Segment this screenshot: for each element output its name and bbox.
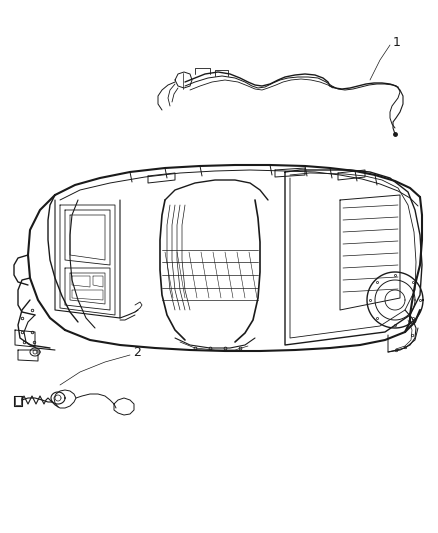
Text: 1: 1 [393, 36, 401, 49]
Text: 2: 2 [133, 346, 141, 359]
